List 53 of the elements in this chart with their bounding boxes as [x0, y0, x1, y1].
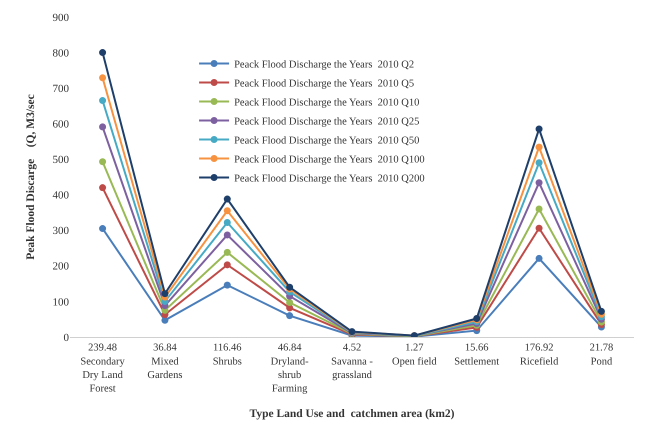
x-axis-title: Type Land Use and catchmen area (km2) — [250, 408, 455, 420]
point — [224, 219, 231, 226]
legend-label: Peack Flood Discharge the Years 2010 Q200 — [234, 174, 425, 185]
point — [99, 225, 106, 232]
y-tick-label: 500 — [52, 154, 70, 166]
y-axis-title: Peak Flood Discarge (Q, M3/sec — [24, 94, 37, 260]
point — [536, 179, 543, 186]
point — [224, 282, 231, 289]
legend-label: Peack Flood Discharge the Years 2010 Q50 — [234, 136, 420, 147]
x-tick-label: 21.78 Pond — [590, 342, 614, 368]
point — [99, 49, 106, 56]
point — [286, 312, 294, 320]
x-tick-label: 1.27 Open field — [392, 342, 438, 368]
point — [536, 144, 543, 151]
x-tick-label: 176.92 Ricefield — [520, 342, 560, 368]
point — [161, 290, 168, 298]
point — [99, 184, 106, 192]
point — [224, 231, 231, 238]
y-tick-label: 100 — [52, 296, 70, 308]
point — [536, 254, 543, 262]
x-tick-label: 116.46 Shrubs — [212, 342, 242, 368]
point — [99, 158, 106, 166]
point — [536, 206, 543, 212]
x-tick-label: 46.84 Dryland- shrub Farming — [270, 342, 310, 395]
point — [224, 248, 231, 256]
point — [224, 196, 231, 203]
legend-label: Peack Flood Discharge the Years 2010 Q25 — [234, 116, 420, 128]
legend-label: Peack Flood Discharge the Years 2010 Q10 — [234, 98, 420, 109]
y-tick-label: 700 — [52, 82, 70, 95]
point — [286, 299, 294, 306]
x-tick-label: 15.66 Settlement — [454, 342, 500, 368]
x-tick-label: 36.84 Mixed Gardens — [147, 342, 182, 381]
point — [224, 261, 231, 268]
point — [99, 123, 106, 130]
legend-label: Peack Flood Discharge the Years 2010 Q2 — [234, 60, 414, 71]
point — [536, 224, 543, 232]
x-tick-label: 239.48 Secondary Dry Land Forest — [80, 342, 126, 395]
point — [598, 308, 605, 315]
legend-label: Peack Flood Discharge the Years 2010 Q5 — [234, 78, 414, 90]
y-tick-label: 800 — [52, 47, 70, 60]
y-tick-label: 600 — [52, 118, 70, 131]
y-tick-label: 200 — [52, 260, 70, 273]
legend-label: Peack Flood Discharge the Years 2010 Q100 — [234, 154, 425, 166]
y-tick-label: 300 — [52, 225, 70, 238]
point — [99, 74, 106, 82]
x-tick-label: 4.52 Savanna - grassland — [331, 342, 374, 381]
y-tick-label: 400 — [52, 190, 70, 202]
point — [536, 126, 543, 132]
y-tick-label: 900 — [52, 12, 70, 24]
point — [99, 97, 106, 104]
point — [224, 207, 231, 214]
point — [536, 159, 543, 166]
y-tick-label: 0 — [64, 332, 70, 344]
